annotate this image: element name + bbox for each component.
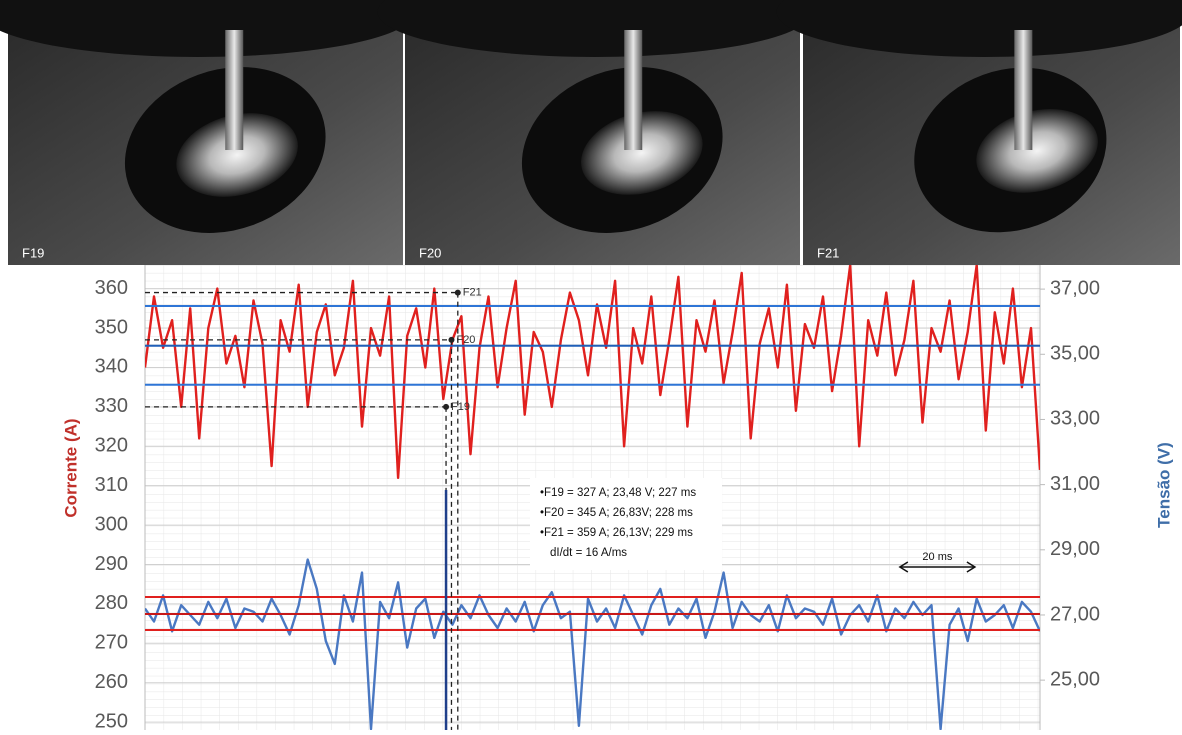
annotation-line: •F19 = 327 A; 23,48 V; 227 ms (540, 487, 696, 499)
y-tick-label: 300 (95, 513, 128, 535)
y-tick-label: 320 (95, 435, 128, 457)
marker-point (454, 289, 461, 296)
y-tick-label: 330 (95, 395, 128, 417)
y2-tick-label: 29,00 (1050, 538, 1100, 560)
y-tick-label: 270 (95, 632, 128, 654)
y-tick-label: 290 (95, 553, 128, 575)
scale-arrow (898, 561, 977, 573)
annotation-box (530, 478, 722, 570)
annotation-line: •F20 = 345 A; 26,83V; 228 ms (540, 507, 693, 519)
series-line (145, 558, 1040, 730)
annotation-line: •F21 = 359 A; 26,13V; 229 ms (540, 527, 693, 539)
y-tick-label: 260 (95, 671, 128, 693)
marker-label: F20 (456, 334, 475, 346)
y2-tick-label: 33,00 (1050, 408, 1100, 430)
photo: F19 (0, 0, 415, 265)
y-tick-label: 350 (95, 316, 128, 338)
y-tick-label: 340 (95, 356, 128, 378)
y2-tick-label: 25,00 (1050, 668, 1100, 690)
photo-strip: F19 F20 F21 (0, 0, 1182, 265)
y2-tick-label: 35,00 (1050, 343, 1100, 365)
photo-label: F19 (22, 245, 44, 260)
y-tick-label: 310 (95, 474, 128, 496)
y2-tick-label: 37,00 (1050, 277, 1100, 299)
photo-label: F20 (419, 245, 441, 260)
photo: F21 (776, 0, 1182, 265)
plot-area (145, 265, 1040, 730)
y-tick-label: 360 (95, 277, 128, 299)
y2-tick-label: 31,00 (1050, 473, 1100, 495)
photo: F20 (377, 0, 812, 265)
y2-tick-label: 27,00 (1050, 603, 1100, 625)
photo-label: F21 (817, 245, 839, 260)
y-tick-label: 250 (95, 710, 128, 730)
chart: 250 260 270 280 290 300 310 320 330 340 350 360 25,0… (95, 265, 1100, 732)
marker-point (443, 403, 450, 410)
marker-label: F21 (463, 286, 482, 298)
scale-label: 20 ms (922, 551, 952, 563)
marker-point (448, 336, 455, 343)
y-tick-label: 280 (95, 592, 128, 614)
y-axis-label: Corrente (A) (61, 418, 80, 517)
annotation-line: dI/dt = 16 A/ms (550, 547, 627, 559)
series-line (145, 265, 1040, 479)
marker-label: F19 (451, 401, 470, 413)
y2-axis-label: Tensão (V) (1154, 442, 1173, 528)
